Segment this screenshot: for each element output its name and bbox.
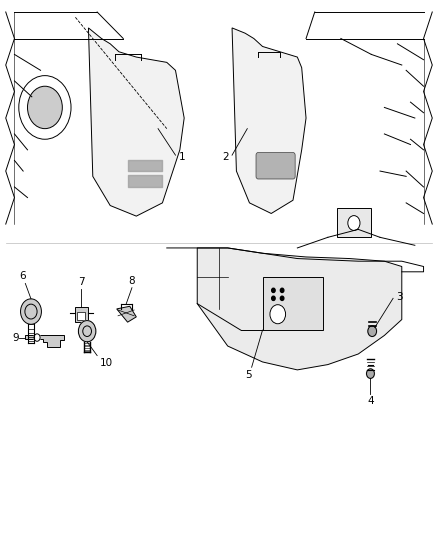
Circle shape <box>21 299 42 324</box>
Circle shape <box>28 86 62 128</box>
FancyBboxPatch shape <box>256 152 295 179</box>
Circle shape <box>272 296 275 301</box>
Circle shape <box>280 296 284 301</box>
Circle shape <box>280 288 284 293</box>
Polygon shape <box>117 306 136 322</box>
Text: 10: 10 <box>99 358 113 368</box>
Circle shape <box>348 216 360 230</box>
Text: 4: 4 <box>367 397 374 406</box>
Bar <box>336 208 371 237</box>
Circle shape <box>270 305 286 324</box>
Polygon shape <box>25 335 64 347</box>
Polygon shape <box>197 248 402 370</box>
Polygon shape <box>232 28 306 214</box>
Polygon shape <box>88 28 184 216</box>
Circle shape <box>34 334 40 341</box>
Text: 7: 7 <box>78 277 85 287</box>
Bar <box>262 277 323 330</box>
Circle shape <box>367 369 374 378</box>
Text: 3: 3 <box>396 292 403 302</box>
Text: 1: 1 <box>179 152 186 161</box>
Bar <box>74 308 88 322</box>
Text: 9: 9 <box>12 333 19 343</box>
Bar <box>77 312 85 319</box>
Text: 6: 6 <box>19 271 25 281</box>
Circle shape <box>78 320 96 342</box>
Circle shape <box>368 326 377 336</box>
Text: 5: 5 <box>245 370 252 380</box>
Circle shape <box>272 288 275 293</box>
Text: 8: 8 <box>129 276 135 286</box>
Text: 2: 2 <box>223 152 229 161</box>
